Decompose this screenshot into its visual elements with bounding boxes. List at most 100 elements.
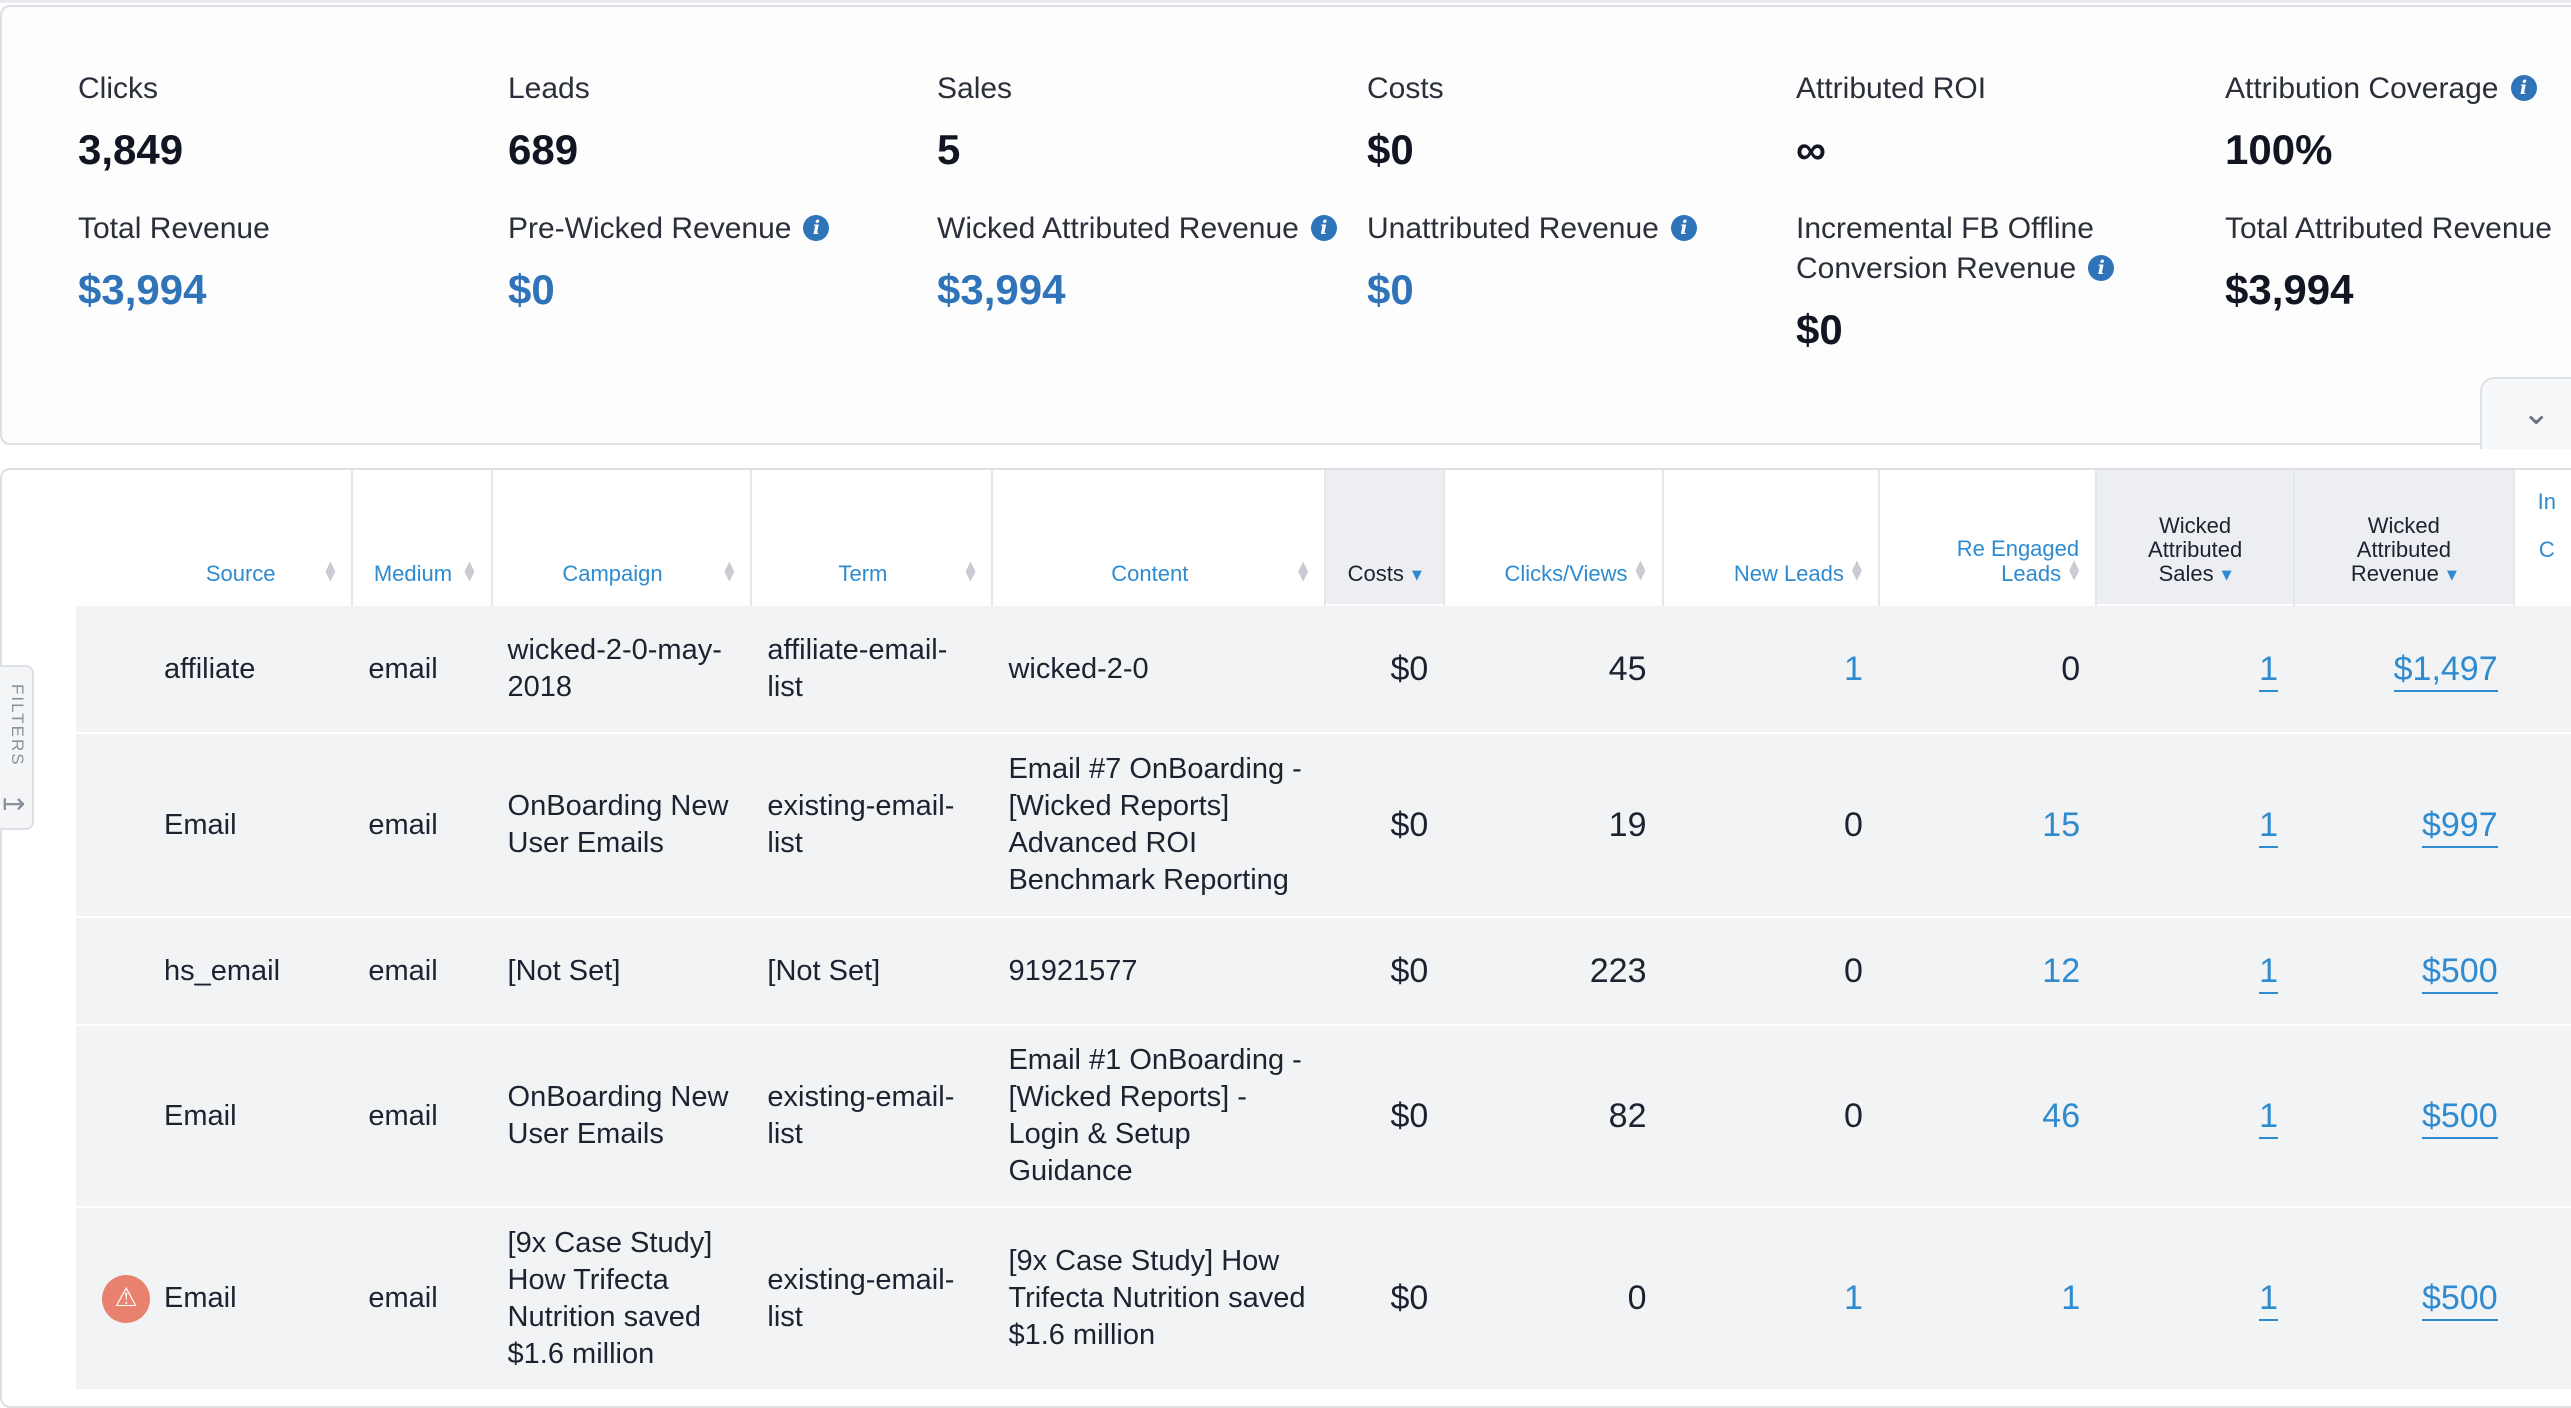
cell-re-engaged-leads[interactable]: 12 bbox=[1878, 916, 2097, 1025]
column-header-label-line1: Re Engaged bbox=[1956, 536, 2080, 561]
metric-clicks: Clicks 3,849 bbox=[78, 69, 498, 175]
cell-clicks: 223 bbox=[1444, 916, 1663, 1025]
cell-costs: $0 bbox=[1325, 732, 1445, 917]
column-header-clicks-views[interactable]: Clicks/Views ▲ ▼ bbox=[1443, 470, 1663, 605]
cell-sales[interactable]: 1 bbox=[2096, 916, 2295, 1025]
cell-re-engaged-leads: 0 bbox=[1878, 604, 2097, 733]
table-row[interactable]: ⚠ Email email [9x Case Study] How Trifect… bbox=[76, 1206, 2571, 1389]
column-header-label-line3: Revenue bbox=[2350, 561, 2439, 586]
table-row[interactable]: affiliate email wicked-2-0-may-2018 affi… bbox=[76, 604, 2571, 733]
sort-desc-icon[interactable]: ▼ bbox=[1411, 568, 1422, 583]
column-header-medium[interactable]: Medium ▲ ▼ bbox=[351, 470, 492, 605]
info-icon[interactable]: i bbox=[803, 215, 830, 241]
cell-sales[interactable]: 1 bbox=[2096, 604, 2295, 733]
cell-re-engaged-leads[interactable]: 46 bbox=[1878, 1024, 2097, 1207]
revenue-link[interactable]: $500 bbox=[2421, 1279, 2498, 1321]
cell-revenue[interactable]: $1,497 bbox=[2294, 604, 2514, 733]
info-icon[interactable]: i bbox=[2510, 75, 2537, 101]
sort-icon[interactable]: ▲ ▼ bbox=[1298, 559, 1309, 584]
cell-re-engaged-leads[interactable]: 15 bbox=[1878, 732, 2097, 917]
column-header-term[interactable]: Term ▲ ▼ bbox=[750, 470, 993, 605]
info-icon[interactable]: i bbox=[2088, 255, 2115, 281]
cell-new-leads: 0 bbox=[1662, 916, 1879, 1025]
sales-link[interactable]: 1 bbox=[2259, 1096, 2279, 1139]
cell-new-leads[interactable]: 1 bbox=[1662, 1206, 1879, 1389]
column-header-label: Source bbox=[205, 561, 276, 586]
collapse-summary-button[interactable]: ⌄ bbox=[2480, 377, 2571, 449]
table-row[interactable]: Email email OnBoarding New User Emails e… bbox=[76, 1024, 2571, 1207]
column-header-content[interactable]: Content ▲ ▼ bbox=[991, 470, 1326, 605]
cell-revenue[interactable]: $500 bbox=[2294, 1206, 2514, 1389]
column-header-wicked-attributed-revenue[interactable]: Wicked Attributed Revenue ▼ bbox=[2293, 470, 2514, 605]
column-header-wicked-attributed-sales[interactable]: Wicked Attributed Sales ▼ bbox=[2095, 470, 2295, 605]
metric-label: Attribution Coverage bbox=[2225, 72, 2499, 105]
sort-icon[interactable]: ▲ ▼ bbox=[1851, 558, 1862, 583]
sales-link[interactable]: 1 bbox=[2259, 1279, 2279, 1321]
revenue-link[interactable]: $1,497 bbox=[2393, 649, 2498, 692]
sort-icon[interactable]: ▲ ▼ bbox=[1635, 558, 1646, 583]
metric-label: Leads bbox=[508, 72, 590, 105]
cell-clicks: 82 bbox=[1444, 1024, 1663, 1207]
column-header-costs[interactable]: Costs ▼ bbox=[1324, 470, 1445, 605]
sort-desc-icon[interactable]: ▼ bbox=[2446, 568, 2457, 583]
sort-desc-icon[interactable]: ▼ bbox=[2221, 568, 2232, 583]
column-header-new-leads[interactable]: New Leads ▲ ▼ bbox=[1661, 470, 1879, 605]
cell-clicks: 45 bbox=[1444, 604, 1663, 733]
cell-content: 91921577 bbox=[992, 916, 1326, 1025]
cell-re-engaged-leads[interactable]: 1 bbox=[1878, 1206, 2097, 1389]
cell-costs: $0 bbox=[1325, 1206, 1445, 1389]
table-row[interactable]: hs_email email [Not Set] [Not Set] 91921… bbox=[76, 916, 2571, 1025]
attribution-table: Source ▲ ▼ Medium ▲ ▼ Campaign ▲ ▼ Term ▲ ▼ Cont… bbox=[76, 470, 2571, 1389]
cell-revenue[interactable]: $500 bbox=[2294, 1024, 2514, 1207]
cell-revenue[interactable]: $500 bbox=[2294, 916, 2514, 1025]
filters-tab[interactable]: FILTERS ↦ bbox=[0, 665, 34, 830]
column-header-re-engaged-leads[interactable]: Re Engaged Leads ▲ ▼ bbox=[1877, 470, 2097, 605]
info-icon[interactable]: i bbox=[1310, 215, 1337, 241]
revenue-link[interactable]: $500 bbox=[2421, 951, 2498, 994]
arrow-right-icon: ↦ bbox=[2, 787, 26, 820]
sales-link[interactable]: 1 bbox=[2259, 805, 2279, 848]
sort-icon[interactable]: ▲ ▼ bbox=[724, 559, 735, 584]
sales-link[interactable]: 1 bbox=[2259, 649, 2279, 692]
metric-value: 5 bbox=[937, 126, 961, 173]
sort-icon[interactable]: ▲ ▼ bbox=[2069, 558, 2080, 583]
metric-value[interactable]: $0 bbox=[1367, 266, 1414, 313]
metric-attribution-coverage: Attribution Coverage i 100% bbox=[2225, 69, 2571, 175]
warning-icon[interactable]: ⚠ bbox=[102, 1274, 150, 1323]
column-header-label-line2: Attributed bbox=[2148, 537, 2243, 562]
revenue-link[interactable]: $500 bbox=[2421, 1096, 2498, 1139]
sort-icon[interactable]: ▲ ▼ bbox=[965, 559, 976, 584]
table-row[interactable]: Email email OnBoarding New User Emails e… bbox=[76, 732, 2571, 917]
cell-partial bbox=[2513, 916, 2571, 1025]
column-header-partial[interactable]: In C bbox=[2512, 470, 2571, 605]
column-header-source[interactable]: Source ▲ ▼ bbox=[76, 470, 353, 605]
info-icon[interactable]: i bbox=[1670, 215, 1697, 241]
metric-wicked-attributed-revenue: Wicked Attributed Revenue i $3,994 bbox=[937, 209, 1357, 315]
cell-term: affiliate-email-list bbox=[751, 604, 993, 733]
column-header-label-line2: Attributed bbox=[2356, 537, 2451, 562]
revenue-link[interactable]: $997 bbox=[2421, 805, 2498, 848]
metric-value[interactable]: $3,994 bbox=[78, 266, 207, 313]
cell-partial bbox=[2513, 1024, 2571, 1207]
sort-icon[interactable]: ▲ ▼ bbox=[464, 559, 475, 584]
metric-unattributed-revenue: Unattributed Revenue i $0 bbox=[1367, 209, 1787, 315]
cell-new-leads[interactable]: 1 bbox=[1662, 604, 1879, 733]
column-header-campaign[interactable]: Campaign ▲ ▼ bbox=[490, 470, 752, 605]
sort-icon[interactable]: ▲ ▼ bbox=[325, 559, 336, 584]
metric-leads: Leads 689 bbox=[508, 69, 928, 175]
cell-campaign: OnBoarding New User Emails bbox=[491, 732, 752, 917]
column-header-label: Medium bbox=[373, 561, 453, 586]
column-header-label: Content bbox=[1111, 561, 1189, 586]
metric-value[interactable]: $0 bbox=[508, 266, 555, 313]
cell-content: Email #7 OnBoarding - [Wicked Reports] A… bbox=[992, 732, 1326, 917]
cell-sales[interactable]: 1 bbox=[2096, 1206, 2295, 1389]
sales-link[interactable]: 1 bbox=[2259, 951, 2279, 994]
cell-revenue[interactable]: $997 bbox=[2294, 732, 2514, 917]
metric-value[interactable]: $3,994 bbox=[937, 266, 1066, 313]
metric-label: Pre-Wicked Revenue bbox=[508, 212, 792, 245]
cell-sales[interactable]: 1 bbox=[2096, 1024, 2295, 1207]
metric-label-wrap: Wicked Attributed Revenue i bbox=[937, 209, 1357, 249]
column-header-label-line1: Wicked bbox=[2159, 513, 2232, 538]
cell-costs: $0 bbox=[1325, 604, 1445, 733]
cell-sales[interactable]: 1 bbox=[2096, 732, 2295, 917]
